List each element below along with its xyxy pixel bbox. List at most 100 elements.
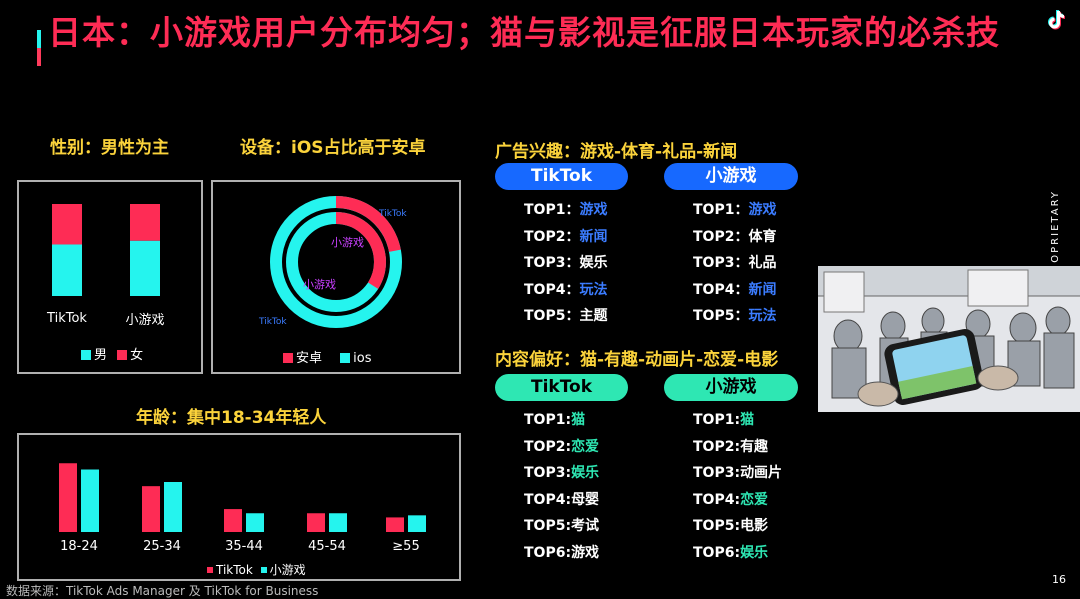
rank-label: TOP5: bbox=[693, 518, 741, 535]
rank-label: TOP1： bbox=[693, 202, 749, 218]
content-minigame-header: 小游戏 bbox=[664, 374, 798, 401]
inner-ring-label-top: 小游戏 bbox=[331, 236, 364, 249]
outer-ring-label-bottom: TikTok bbox=[258, 317, 287, 327]
legend-swatch-ios bbox=[340, 353, 351, 363]
rank-row: TOP5:考试 bbox=[524, 513, 599, 540]
rank-row: TOP2：新闻 bbox=[524, 224, 607, 251]
rank-row: TOP3:娱乐 bbox=[524, 460, 599, 487]
age-legend: TikTok 小游戏 bbox=[207, 561, 306, 578]
ad-interest-label: 广告兴趣：游戏-体育-礼品-新闻 bbox=[495, 142, 738, 162]
outer-ring-android bbox=[270, 196, 402, 328]
rank-row: TOP4：玩法 bbox=[524, 277, 607, 304]
age-bar-minigame bbox=[81, 469, 99, 532]
age-tick-label: 45-54 bbox=[308, 539, 346, 554]
legend-female: 女 bbox=[130, 348, 144, 363]
data-source-note: 数据来源：TikTok Ads Manager 及 TikTok for Bus… bbox=[6, 584, 319, 598]
legend-ios: ios bbox=[353, 351, 372, 366]
rank-row: TOP2:有趣 bbox=[693, 434, 782, 461]
rank-label: TOP3: bbox=[693, 465, 741, 482]
rank-row: TOP4:恋爱 bbox=[693, 487, 782, 514]
content-pref-label: 内容偏好：猫-有趣-动画片-恋爱-电影 bbox=[495, 350, 779, 370]
rank-label: TOP1: bbox=[693, 412, 741, 428]
rank-label: TOP5: bbox=[524, 518, 572, 535]
gender-category-tiktok: TikTok bbox=[46, 311, 87, 326]
rank-label: TOP6: bbox=[693, 544, 741, 561]
age-bar-chart: 18-24 25-34 35-44 45-54 ≥55 bbox=[59, 463, 426, 554]
rank-value: 恋爱 bbox=[740, 491, 769, 508]
rank-label: TOP3： bbox=[693, 255, 749, 272]
rank-value: 礼品 bbox=[748, 255, 777, 272]
rank-label: TOP2： bbox=[524, 228, 580, 245]
gender-bar-female bbox=[52, 204, 82, 245]
rank-row: TOP4：新闻 bbox=[693, 277, 776, 304]
rank-label: TOP3： bbox=[524, 255, 580, 272]
age-box: 18-24 25-34 35-44 45-54 ≥55 TikTok 小游戏 bbox=[17, 433, 461, 581]
rank-row: TOP5：玩法 bbox=[693, 303, 776, 330]
rank-row: TOP1：游戏 bbox=[524, 197, 607, 224]
legend-tiktok: TikTok bbox=[216, 563, 253, 577]
rank-value: 电影 bbox=[740, 518, 769, 535]
rank-value: 母婴 bbox=[571, 491, 600, 508]
age-bar-tiktok bbox=[142, 486, 160, 532]
age-bar-minigame bbox=[329, 513, 347, 532]
legend-swatch-tiktok bbox=[207, 567, 213, 573]
gender-bar-male bbox=[52, 244, 82, 296]
age-bar-tiktok bbox=[386, 517, 404, 532]
rank-value: 考试 bbox=[571, 518, 600, 535]
rank-label: TOP2： bbox=[693, 228, 749, 245]
content-minigame-list: TOP1:猫 TOP2:有趣 TOP3:动画片 TOP4:恋爱 TOP5:电影 TOP6:… bbox=[693, 407, 782, 567]
page-title: 日本：小游戏用户分布均匀；猫与影视是征服日本玩家的必杀技 bbox=[48, 13, 1000, 52]
rank-label: TOP4： bbox=[524, 281, 580, 298]
rank-label: TOP2: bbox=[524, 438, 572, 455]
rank-row: TOP1：游戏 bbox=[693, 197, 776, 224]
rank-value: 主题 bbox=[579, 308, 608, 325]
rank-value: 玩法 bbox=[748, 308, 777, 325]
rank-value: 有趣 bbox=[740, 438, 769, 455]
proprietary-vertical-text: OPRIETARY bbox=[1050, 190, 1061, 263]
rank-label: TOP4: bbox=[524, 491, 572, 508]
gender-chart: TikTok 小游戏 bbox=[46, 204, 165, 328]
content-tiktok-list: TOP1:猫 TOP2:恋爱 TOP3:娱乐 TOP4:母婴 TOP5:考试 TOP6:游… bbox=[524, 407, 599, 567]
rank-row: TOP3:动画片 bbox=[693, 460, 782, 487]
rank-label: TOP4: bbox=[693, 491, 741, 508]
rank-label: TOP3: bbox=[524, 465, 572, 482]
age-bar-tiktok bbox=[224, 509, 242, 532]
gender-legend: 男 女 bbox=[81, 344, 143, 363]
rank-row: TOP6:娱乐 bbox=[693, 540, 782, 567]
legend-swatch-minigame bbox=[260, 567, 267, 573]
rank-value: 新闻 bbox=[748, 281, 777, 298]
age-tick-label: 35-44 bbox=[225, 539, 263, 554]
outer-ring-label-top: TikTok bbox=[378, 209, 407, 219]
legend-swatch-male bbox=[81, 350, 91, 360]
rank-row: TOP3：礼品 bbox=[693, 250, 776, 277]
content-tiktok-header: TikTok bbox=[495, 374, 628, 401]
age-bar-minigame bbox=[164, 482, 182, 532]
gender-bar-male bbox=[130, 240, 160, 296]
age-tick-label: 18-24 bbox=[60, 539, 98, 554]
ad-tiktok-header: TikTok bbox=[495, 163, 628, 190]
rank-label: TOP4： bbox=[693, 281, 749, 298]
rank-row: TOP1:猫 bbox=[524, 407, 599, 434]
device-box: 小游戏 小游戏 TikTok TikTok 安卓 ios bbox=[211, 180, 461, 374]
legend-swatch-female bbox=[117, 350, 128, 360]
gender-box: TikTok 小游戏 男 女 bbox=[17, 180, 203, 374]
rank-row: TOP5：主题 bbox=[524, 303, 607, 330]
inner-ring-label-bottom: 小游戏 bbox=[303, 278, 336, 291]
ad-minigame-header: 小游戏 bbox=[664, 163, 798, 190]
rank-label: TOP5： bbox=[693, 308, 749, 325]
legend-android: 安卓 bbox=[296, 351, 323, 366]
rank-value: 体育 bbox=[748, 228, 777, 245]
rank-value: 游戏 bbox=[571, 544, 600, 561]
ad-minigame-list: TOP1：游戏 TOP2：体育 TOP3：礼品 TOP4：新闻 TOP5：玩法 bbox=[693, 197, 776, 330]
rank-row: TOP6:游戏 bbox=[524, 540, 599, 567]
age-bar-minigame bbox=[246, 513, 264, 532]
rank-label: TOP1： bbox=[524, 202, 580, 218]
page-number: 16 bbox=[1052, 573, 1066, 586]
rank-value: 新闻 bbox=[579, 228, 608, 245]
train-gaming-illustration bbox=[818, 266, 1080, 412]
device-donut-chart: 小游戏 小游戏 TikTok TikTok bbox=[258, 196, 407, 328]
legend-swatch-android bbox=[283, 353, 293, 363]
legend-male: 男 bbox=[94, 348, 108, 363]
rank-value: 娱乐 bbox=[740, 544, 769, 561]
rank-value: 娱乐 bbox=[579, 255, 608, 272]
